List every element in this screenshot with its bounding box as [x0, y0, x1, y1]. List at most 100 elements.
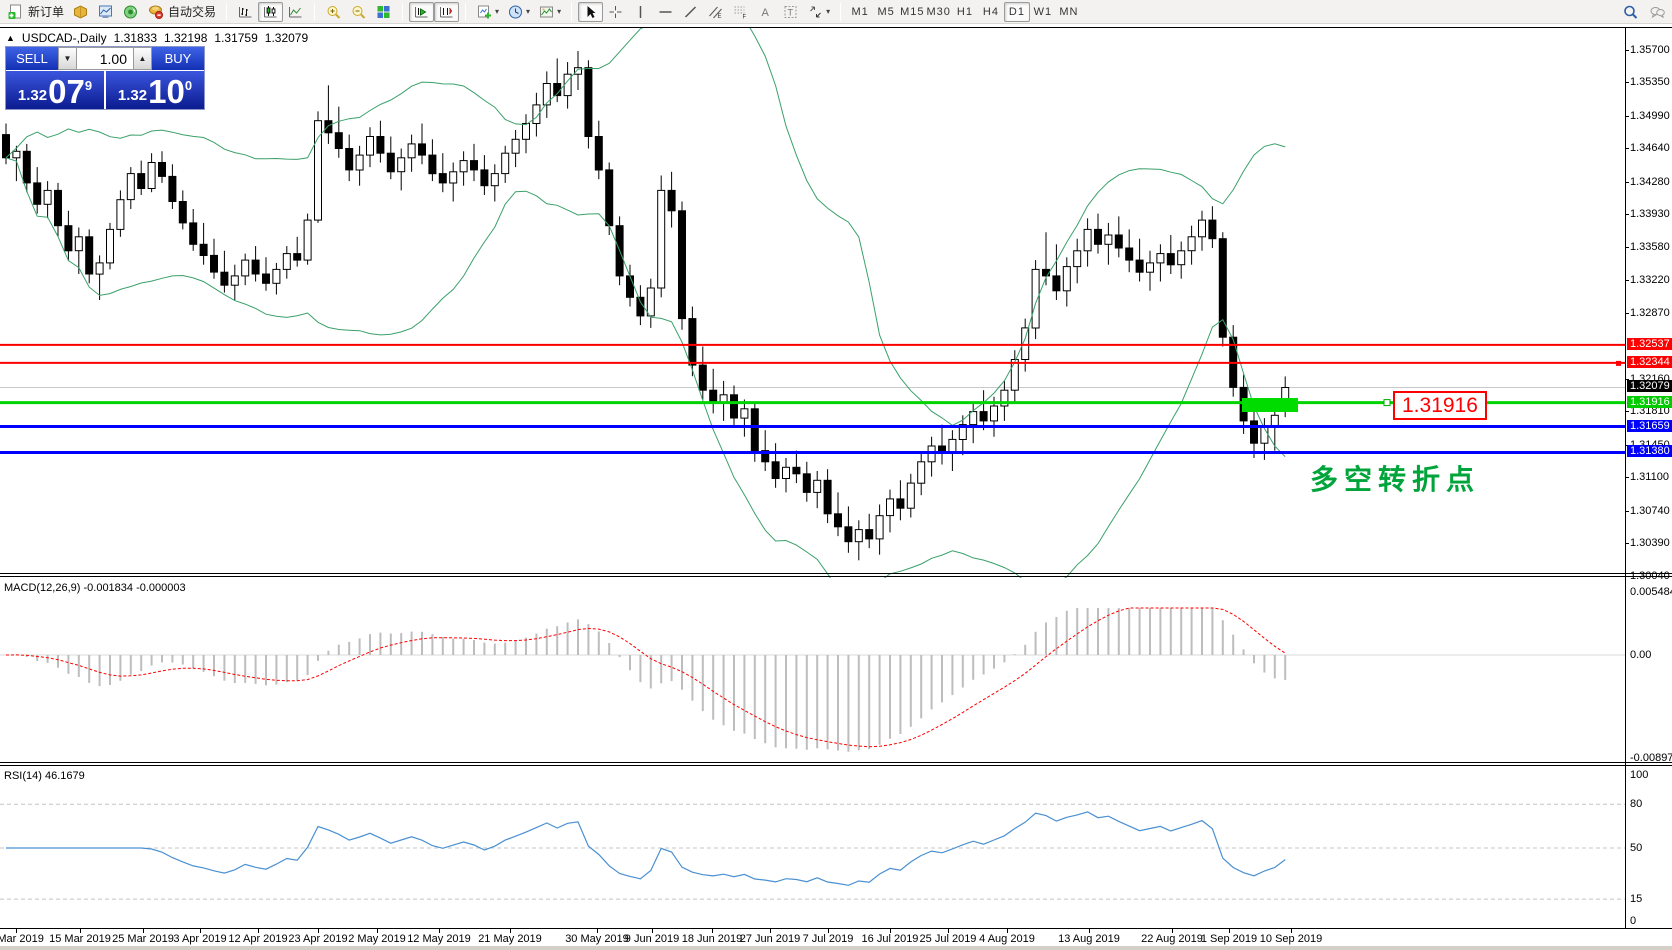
dropdown-caret[interactable]: ▾	[557, 7, 562, 16]
date-tick	[318, 929, 319, 933]
tile-windows-button[interactable]	[371, 2, 396, 22]
market-watch-button[interactable]	[68, 2, 93, 22]
macd-separator[interactable]	[0, 573, 1672, 574]
candlestick-icon	[264, 5, 277, 17]
buy-price-button[interactable]: 1.32 10 0	[106, 71, 204, 109]
vline-tool-button[interactable]	[628, 2, 653, 22]
dropdown-caret[interactable]: ▾	[526, 7, 531, 16]
bar-chart-icon	[239, 6, 252, 17]
high-value: 1.32198	[164, 31, 208, 45]
price-tick-label: 1.30040	[1625, 570, 1672, 582]
cursor-tool-button[interactable]	[578, 1, 604, 22]
date-label: 7 Jul 2019	[802, 933, 854, 945]
text-tool-button[interactable]: A	[753, 2, 778, 22]
arrows-tool-button[interactable]: ▾	[803, 2, 834, 22]
macd-main-value: -0.001834	[83, 582, 134, 594]
date-label: 9 Jun 2019	[624, 933, 680, 945]
price-callout-box[interactable]: 1.31916	[1393, 391, 1487, 420]
dropdown-caret[interactable]: ▾	[826, 7, 831, 16]
clock-icon	[509, 5, 523, 18]
channel-tool-button[interactable]: E	[703, 2, 728, 22]
timeframe-h4-button[interactable]: H4	[982, 5, 999, 18]
toolbar-separator	[840, 2, 842, 21]
bar-chart-button[interactable]	[233, 2, 258, 22]
trendline-icon	[685, 5, 697, 18]
rsi-panel-plot	[0, 803, 1625, 900]
zoom-out-icon	[352, 5, 366, 19]
date-tick	[1089, 929, 1090, 933]
new-order-button[interactable]: 新订单	[3, 2, 68, 22]
zoom-out-button[interactable]	[346, 2, 371, 22]
community-chat-icon[interactable]	[1649, 4, 1666, 20]
trendline-tool-button[interactable]	[678, 2, 703, 22]
line-chart-button[interactable]	[283, 2, 308, 22]
main-toolbar: 新订单 自动交易	[0, 0, 1672, 24]
new-chart-button[interactable]: ▾	[472, 2, 503, 22]
chart-shift-button[interactable]	[434, 1, 460, 22]
timeframe-mn-button[interactable]: MN	[1059, 5, 1079, 18]
rsi-name: RSI(14)	[4, 770, 42, 782]
price-tick-label: 1.33220	[1625, 274, 1672, 286]
date-label: 4 Aug 2019	[979, 933, 1035, 945]
toolbar-separator	[402, 2, 404, 21]
ohlc-header: ▲ USDCAD-,Daily 1.31833 1.32198 1.31759 …	[6, 31, 308, 45]
date-label: 3 Apr 2019	[173, 933, 227, 945]
timeframe-h1-button[interactable]: H1	[956, 5, 973, 18]
auto-scroll-button[interactable]	[409, 1, 435, 22]
date-label: 6 Mar 2019	[0, 933, 44, 945]
price-tick-label: 1.34990	[1625, 110, 1672, 122]
timeframe-m5-button[interactable]: M5	[877, 5, 895, 18]
autotrade-icon	[149, 5, 164, 19]
sell-price-button[interactable]: 1.32 07 9	[6, 71, 104, 109]
turning-point-note[interactable]: 多空转折点	[1310, 464, 1481, 495]
volume-decrease-button[interactable]: ▼	[58, 47, 77, 70]
signals-button[interactable]	[118, 2, 143, 22]
rsi-separator[interactable]	[0, 765, 1672, 766]
templates-button[interactable]: ▾	[534, 2, 565, 22]
timeframe-w1-button[interactable]: W1	[1033, 5, 1053, 18]
crosshair-tool-button[interactable]	[603, 2, 628, 22]
buy-button[interactable]: BUY	[152, 47, 204, 70]
date-label: 22 Aug 2019	[1141, 933, 1203, 945]
fibonacci-tool-button[interactable]: F	[728, 2, 753, 22]
dropdown-caret[interactable]: ▾	[495, 7, 500, 16]
macd-separator[interactable]	[0, 576, 1672, 577]
label-tool-button[interactable]: T	[778, 2, 803, 22]
price-line-label: 1.31380	[1627, 445, 1672, 458]
timeframe-m15-button[interactable]: M15	[900, 5, 925, 18]
volume-increase-button[interactable]: ▲	[133, 47, 152, 70]
hline-tool-button[interactable]	[653, 2, 678, 22]
chart-top-border	[0, 27, 1672, 28]
macd-signal-value: -0.000003	[136, 582, 186, 594]
chart-shift-icon	[440, 6, 453, 17]
toolbar-separator	[571, 2, 573, 21]
buy-price-base: 1.32	[117, 87, 148, 104]
chart-profile-icon	[99, 5, 113, 18]
date-tick	[770, 929, 771, 933]
price-tick-label: 1.33930	[1625, 208, 1672, 220]
timeframe-m30-button[interactable]: M30	[926, 5, 951, 18]
periods-button[interactable]: ▾	[503, 2, 534, 22]
timeframe-d1-button[interactable]: D1	[1003, 1, 1030, 22]
candlestick-chart-button[interactable]	[258, 1, 284, 22]
date-tick	[652, 929, 653, 933]
zoom-in-button[interactable]	[321, 2, 346, 22]
sell-button[interactable]: SELL	[6, 47, 58, 70]
sell-price-base: 1.32	[17, 87, 48, 104]
zoom-in-icon	[327, 5, 341, 19]
rsi-header: RSI(14) 46.1679	[4, 770, 85, 782]
svg-text:E: E	[718, 14, 722, 20]
horizontal-line-icon	[659, 10, 672, 13]
rsi-separator[interactable]	[0, 762, 1672, 763]
price-tick-label: 1.35700	[1625, 44, 1672, 56]
symbol-period-label: USDCAD-,Daily	[21, 31, 107, 45]
profiles-button[interactable]	[93, 2, 118, 22]
volume-input[interactable]: 1.00	[77, 47, 133, 70]
svg-text:T: T	[788, 7, 794, 17]
date-tick	[828, 929, 829, 933]
timeframe-m1-button[interactable]: M1	[851, 5, 869, 18]
autotrade-button[interactable]: 自动交易	[143, 2, 220, 22]
search-icon[interactable]	[1622, 4, 1639, 20]
line-chart-icon	[289, 6, 302, 17]
toolbar-separator	[314, 2, 316, 21]
